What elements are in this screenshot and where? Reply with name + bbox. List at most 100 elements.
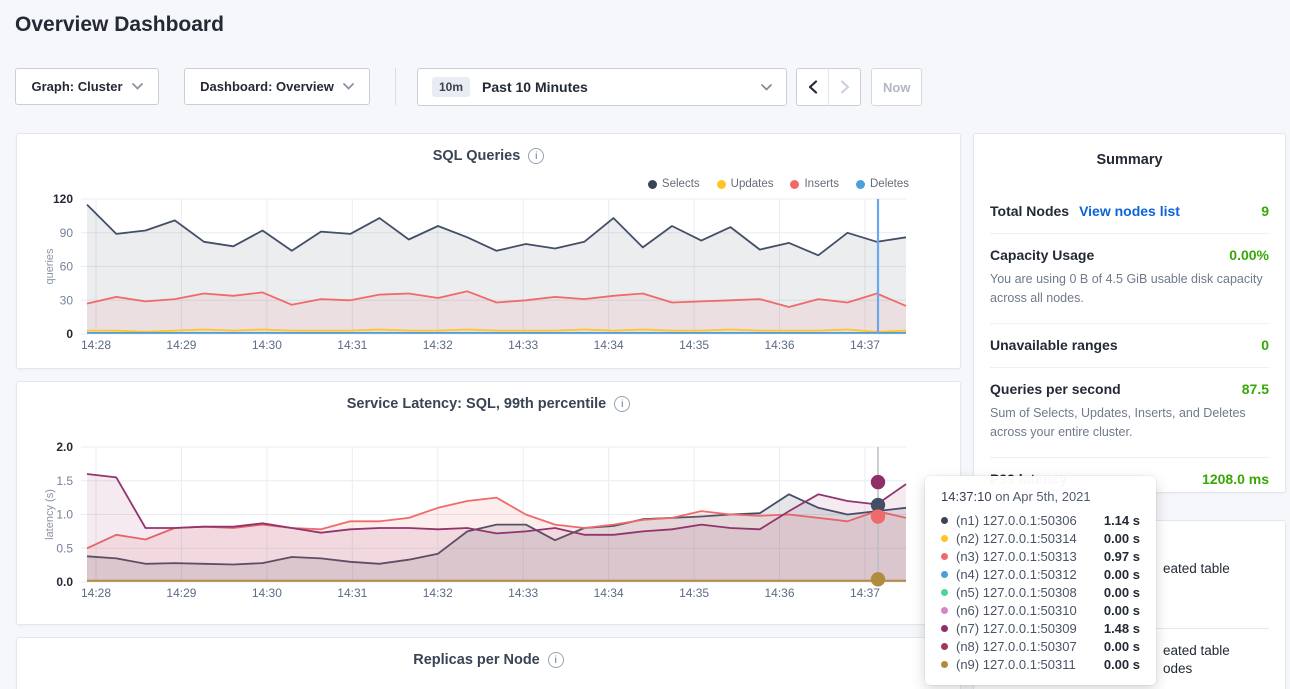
unavailable-ranges-value: 0 xyxy=(1261,337,1269,353)
info-icon[interactable]: i xyxy=(614,396,630,412)
tooltip-node-address: (n2) 127.0.0.1:50314 xyxy=(956,531,1077,546)
time-next-button[interactable] xyxy=(828,68,861,106)
svg-text:14:32: 14:32 xyxy=(423,586,453,600)
chevron-down-icon xyxy=(343,83,354,90)
tooltip-node-row: (n8) 127.0.0.1:503070.00 s xyxy=(941,637,1140,655)
svg-text:0.0: 0.0 xyxy=(56,575,73,589)
tooltip-node-latency: 1.14 s xyxy=(1104,513,1140,528)
sql-queries-chart[interactable]: 14:28 14:29 14:30 14:31 14:32 14:33 14:34 14:35… xyxy=(17,192,962,360)
tooltip-node-address: (n5) 127.0.0.1:50308 xyxy=(956,585,1077,600)
info-icon[interactable]: i xyxy=(548,652,564,668)
tooltip-node-row: (n2) 127.0.0.1:503140.00 s xyxy=(941,529,1140,547)
legend-item-selects[interactable]: Selects xyxy=(648,178,700,190)
tooltip-node-rows: (n1) 127.0.0.1:503061.14 s(n2) 127.0.0.1… xyxy=(941,511,1140,673)
dashboard-dropdown-label: Dashboard: Overview xyxy=(200,79,334,94)
tooltip-node-latency: 0.00 s xyxy=(1104,657,1140,672)
tooltip-node-row: (n9) 127.0.0.1:50311 0.00 s xyxy=(941,655,1140,673)
time-range-dropdown[interactable]: 10m Past 10 Minutes xyxy=(417,68,787,106)
svg-text:14:34: 14:34 xyxy=(594,338,624,352)
graph-dropdown[interactable]: Graph: Cluster xyxy=(15,68,159,105)
svg-text:14:35: 14:35 xyxy=(679,586,709,600)
tooltip-node-address: (n3) 127.0.0.1:50313 xyxy=(956,549,1077,564)
graph-dropdown-label: Graph: Cluster xyxy=(31,79,122,94)
chevron-left-icon xyxy=(808,80,818,94)
chevron-right-icon xyxy=(840,80,850,94)
legend-dot-icon xyxy=(790,180,799,189)
tooltip-node-address: (n7) 127.0.0.1:50309 xyxy=(956,621,1077,636)
replicas-per-node-title: Replicas per Node i xyxy=(17,652,960,668)
time-range-label: Past 10 Minutes xyxy=(482,79,588,95)
capacity-usage-value: 0.00% xyxy=(1229,247,1269,263)
chevron-down-icon xyxy=(761,84,772,91)
svg-text:30: 30 xyxy=(60,293,74,307)
svg-text:14:29: 14:29 xyxy=(166,586,196,600)
sql-queries-panel: SQL Queries i Selects Updates Inserts Delet… xyxy=(16,133,961,369)
legend-label: Updates xyxy=(731,178,774,190)
svg-text:14:30: 14:30 xyxy=(252,338,282,352)
info-icon[interactable]: i xyxy=(528,148,544,164)
tooltip-node-address: (n8) 127.0.0.1:50307 xyxy=(956,639,1077,654)
tooltip-node-latency: 0.00 s xyxy=(1104,603,1140,618)
legend-label: Selects xyxy=(662,178,700,190)
svg-text:0: 0 xyxy=(66,327,73,341)
time-prev-button[interactable] xyxy=(796,68,829,106)
legend-item-deletes[interactable]: Deletes xyxy=(856,178,909,190)
svg-text:0.5: 0.5 xyxy=(56,541,73,555)
latency-tooltip: 14:37:10 on Apr 5th, 2021 (n1) 127.0.0.1… xyxy=(925,476,1156,685)
chevron-down-icon xyxy=(132,83,143,90)
summary-row-queries-per-second: Queries per second 87.5 Sum of Selects, … xyxy=(990,367,1269,457)
dashboard-dropdown[interactable]: Dashboard: Overview xyxy=(184,68,370,105)
summary-panel: Summary Total Nodes View nodes list 9 Ca… xyxy=(973,133,1286,493)
tooltip-node-latency: 0.97 s xyxy=(1104,549,1140,564)
svg-text:14:37: 14:37 xyxy=(850,586,880,600)
legend-item-updates[interactable]: Updates xyxy=(717,178,774,190)
svg-text:14:28: 14:28 xyxy=(81,338,111,352)
sql-chart-legend: Selects Updates Inserts Deletes xyxy=(648,178,909,190)
tooltip-node-address: (n4) 127.0.0.1:50312 xyxy=(956,567,1077,582)
svg-text:14:31: 14:31 xyxy=(337,338,367,352)
summary-row-capacity-usage: Capacity Usage 0.00% You are using 0 B o… xyxy=(990,233,1269,323)
now-button[interactable]: Now xyxy=(871,68,922,106)
tooltip-node-address: (n9) 127.0.0.1:50311 xyxy=(956,657,1076,672)
tooltip-node-address: (n6) 127.0.0.1:50310 xyxy=(956,603,1077,618)
svg-text:14:35: 14:35 xyxy=(679,338,709,352)
svg-text:14:29: 14:29 xyxy=(166,338,196,352)
node-color-dot-icon xyxy=(941,553,948,560)
tooltip-node-row: (n6) 127.0.0.1:50310 0.00 s xyxy=(941,601,1140,619)
time-range-badge: 10m xyxy=(432,77,470,97)
svg-text:14:37: 14:37 xyxy=(850,338,880,352)
latency-chart[interactable]: 14:2814:2914:3014:3114:3214:3314:3414:35… xyxy=(17,440,962,608)
tooltip-node-latency: 0.00 s xyxy=(1104,585,1140,600)
legend-dot-icon xyxy=(648,180,657,189)
capacity-usage-label: Capacity Usage xyxy=(990,247,1094,263)
event-text-fragment: eated table xyxy=(1163,643,1230,658)
node-color-dot-icon xyxy=(941,607,948,614)
total-nodes-value: 9 xyxy=(1261,203,1269,219)
node-color-dot-icon xyxy=(941,535,948,542)
tooltip-timestamp: 14:37:10 on Apr 5th, 2021 xyxy=(941,489,1140,504)
unavailable-ranges-label: Unavailable ranges xyxy=(990,337,1118,353)
p99-latency-value: 1208.0 ms xyxy=(1202,471,1269,487)
legend-dot-icon xyxy=(856,180,865,189)
event-text-fragment: odes xyxy=(1163,661,1192,676)
svg-text:14:28: 14:28 xyxy=(81,586,111,600)
svg-text:14:31: 14:31 xyxy=(337,586,367,600)
legend-item-inserts[interactable]: Inserts xyxy=(790,178,839,190)
svg-text:14:32: 14:32 xyxy=(423,338,453,352)
total-nodes-label: Total Nodes xyxy=(990,203,1069,219)
node-color-dot-icon xyxy=(941,571,948,578)
page-title: Overview Dashboard xyxy=(15,13,224,37)
svg-text:14:36: 14:36 xyxy=(765,338,795,352)
view-nodes-list-link[interactable]: View nodes list xyxy=(1079,203,1180,219)
svg-text:14:36: 14:36 xyxy=(765,586,795,600)
legend-label: Deletes xyxy=(870,178,909,190)
svg-text:14:34: 14:34 xyxy=(594,586,624,600)
capacity-usage-description: You are using 0 B of 4.5 GiB usable disk… xyxy=(990,270,1269,309)
svg-text:1.0: 1.0 xyxy=(56,508,73,522)
tooltip-node-row: (n4) 127.0.0.1:503120.00 s xyxy=(941,565,1140,583)
tooltip-node-row: (n3) 127.0.0.1:50313 0.97 s xyxy=(941,547,1140,565)
legend-dot-icon xyxy=(717,180,726,189)
svg-text:14:33: 14:33 xyxy=(508,338,538,352)
sql-queries-title: SQL Queries i xyxy=(17,148,960,164)
summary-row-total-nodes: Total Nodes View nodes list 9 xyxy=(990,190,1269,233)
